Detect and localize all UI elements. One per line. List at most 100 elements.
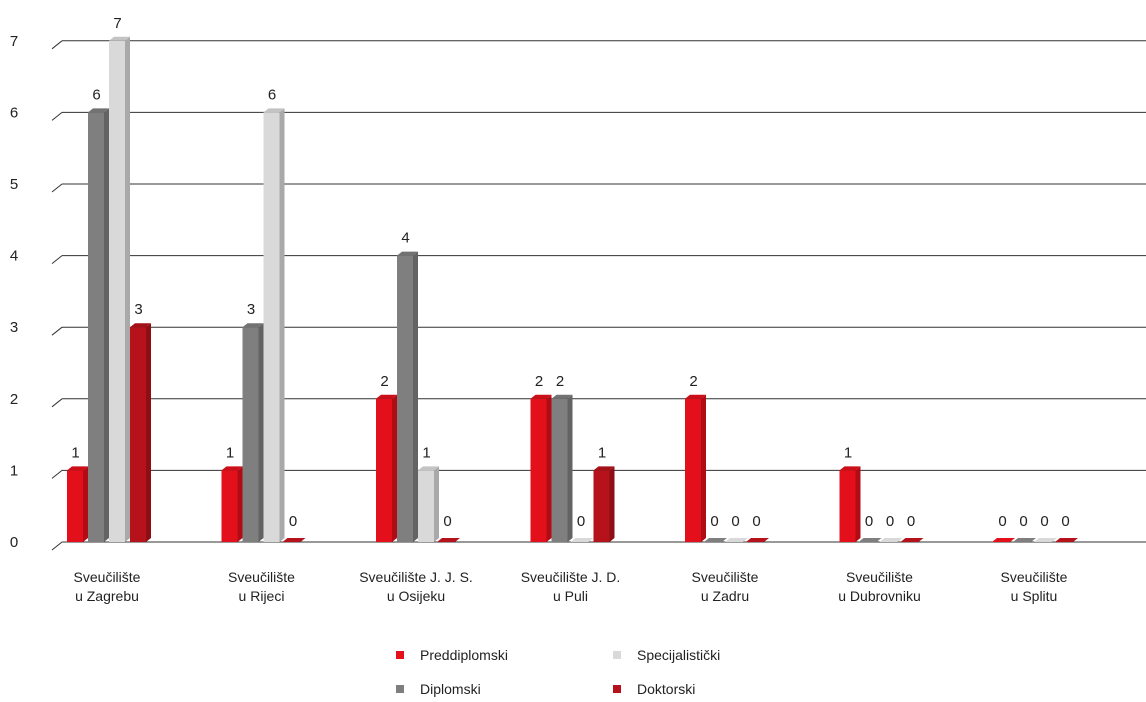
bar <box>109 40 125 543</box>
data-label: 0 <box>886 513 894 530</box>
legend-label: Diplomski <box>420 681 481 697</box>
y-tick-label: 2 <box>10 391 18 408</box>
legend-item-specijalisticki: Specijalistički <box>613 647 720 663</box>
data-label: 0 <box>443 513 451 530</box>
bars <box>67 36 1078 543</box>
bar <box>746 538 769 542</box>
bar-side <box>83 466 88 542</box>
bar-top <box>839 466 861 471</box>
legend-item-diplomski: Diplomski <box>396 681 481 697</box>
data-label: 0 <box>1040 513 1048 530</box>
bar <box>1055 538 1078 542</box>
category-label-line: u Splitu <box>1011 588 1058 604</box>
data-label: 1 <box>598 444 606 461</box>
gridlines: 0 1 2 3 4 5 6 7 <box>10 33 1146 551</box>
bar <box>879 538 903 542</box>
bar-top <box>530 394 552 399</box>
bar <box>685 398 701 542</box>
bar-top <box>551 394 573 399</box>
legend-label: Specijalistički <box>637 647 721 663</box>
data-label: 1 <box>71 444 79 461</box>
category-label-line: u Rijeci <box>239 588 285 604</box>
data-label: 0 <box>710 513 718 530</box>
bar <box>221 470 238 542</box>
bar <box>551 398 568 542</box>
bar-top <box>263 108 285 113</box>
gridline-depth <box>51 541 63 551</box>
bar-top <box>685 394 706 399</box>
data-label: 3 <box>134 301 142 318</box>
data-label: 0 <box>752 513 760 530</box>
bar-top <box>221 466 243 471</box>
bar-top <box>418 466 439 471</box>
category-label-line: u Puli <box>553 588 588 604</box>
data-label: 0 <box>907 513 915 530</box>
gridline-depth <box>51 112 63 121</box>
bar <box>858 538 882 542</box>
data-label: 2 <box>535 373 543 390</box>
data-label: 4 <box>401 230 409 247</box>
data-label: 1 <box>226 444 234 461</box>
bar <box>593 470 610 542</box>
y-tick-label: 5 <box>10 176 18 193</box>
legend-swatch <box>613 685 621 693</box>
data-label: 2 <box>689 373 697 390</box>
bar <box>67 470 83 542</box>
bar <box>130 327 146 542</box>
bar-top <box>242 323 264 328</box>
bar <box>704 538 727 542</box>
category-label-line: Sveučilište J. J. S. <box>359 569 473 585</box>
data-label: 2 <box>380 373 388 390</box>
category-label: Sveučilište u Rijeci <box>228 569 295 604</box>
category-label: Sveučilište J. J. S. u Osijeku <box>359 569 473 604</box>
y-tick-label: 6 <box>10 104 18 121</box>
bar <box>900 538 924 542</box>
category-label-line: Sveučilište <box>1001 569 1068 585</box>
category-label-line: Sveučilište <box>228 569 295 585</box>
category-label-line: u Dubrovniku <box>838 588 921 604</box>
bar <box>263 112 280 543</box>
bar <box>570 538 594 542</box>
category-label: Sveučilište J. D. u Puli <box>521 569 621 604</box>
bar-side <box>279 108 285 543</box>
gridline-depth <box>51 183 63 193</box>
gridline-depth <box>51 398 63 408</box>
legend-item-doktorski: Doktorski <box>613 681 695 697</box>
bar-side <box>434 466 439 542</box>
data-label: 7 <box>113 15 121 32</box>
legend-swatch <box>396 685 404 693</box>
bar <box>376 398 392 542</box>
gridline-depth <box>51 470 63 479</box>
bar <box>397 255 413 542</box>
data-label: 3 <box>247 301 255 318</box>
bar <box>88 112 104 543</box>
legend-label: Preddiplomski <box>420 647 508 663</box>
bar <box>839 470 856 542</box>
y-tick-label: 7 <box>10 33 18 50</box>
category-label-line: Sveučilište <box>74 569 141 585</box>
y-tick-label: 4 <box>10 248 18 265</box>
bar-side <box>567 394 573 542</box>
category-label-line: Sveučilište J. D. <box>521 569 621 585</box>
bar-side <box>855 466 861 542</box>
bar <box>1013 538 1036 542</box>
bar <box>437 538 460 542</box>
bar <box>242 327 259 542</box>
gridline-depth <box>51 326 63 336</box>
category-label: Sveučilište u Dubrovniku <box>838 569 921 604</box>
data-label: 6 <box>268 86 276 103</box>
legend-item-preddiplomski: Preddiplomski <box>396 647 508 663</box>
bar-side <box>546 394 552 542</box>
category-label-line: u Zagrebu <box>75 588 139 604</box>
category-label-line: Sveučilište <box>846 569 913 585</box>
data-label: 0 <box>577 513 585 530</box>
bar-side <box>146 323 151 542</box>
bar <box>282 538 306 542</box>
y-tick-label: 0 <box>10 534 18 551</box>
legend-swatch <box>396 651 404 659</box>
bar <box>1034 538 1057 542</box>
bar-top <box>67 466 88 471</box>
data-label: 0 <box>865 513 873 530</box>
